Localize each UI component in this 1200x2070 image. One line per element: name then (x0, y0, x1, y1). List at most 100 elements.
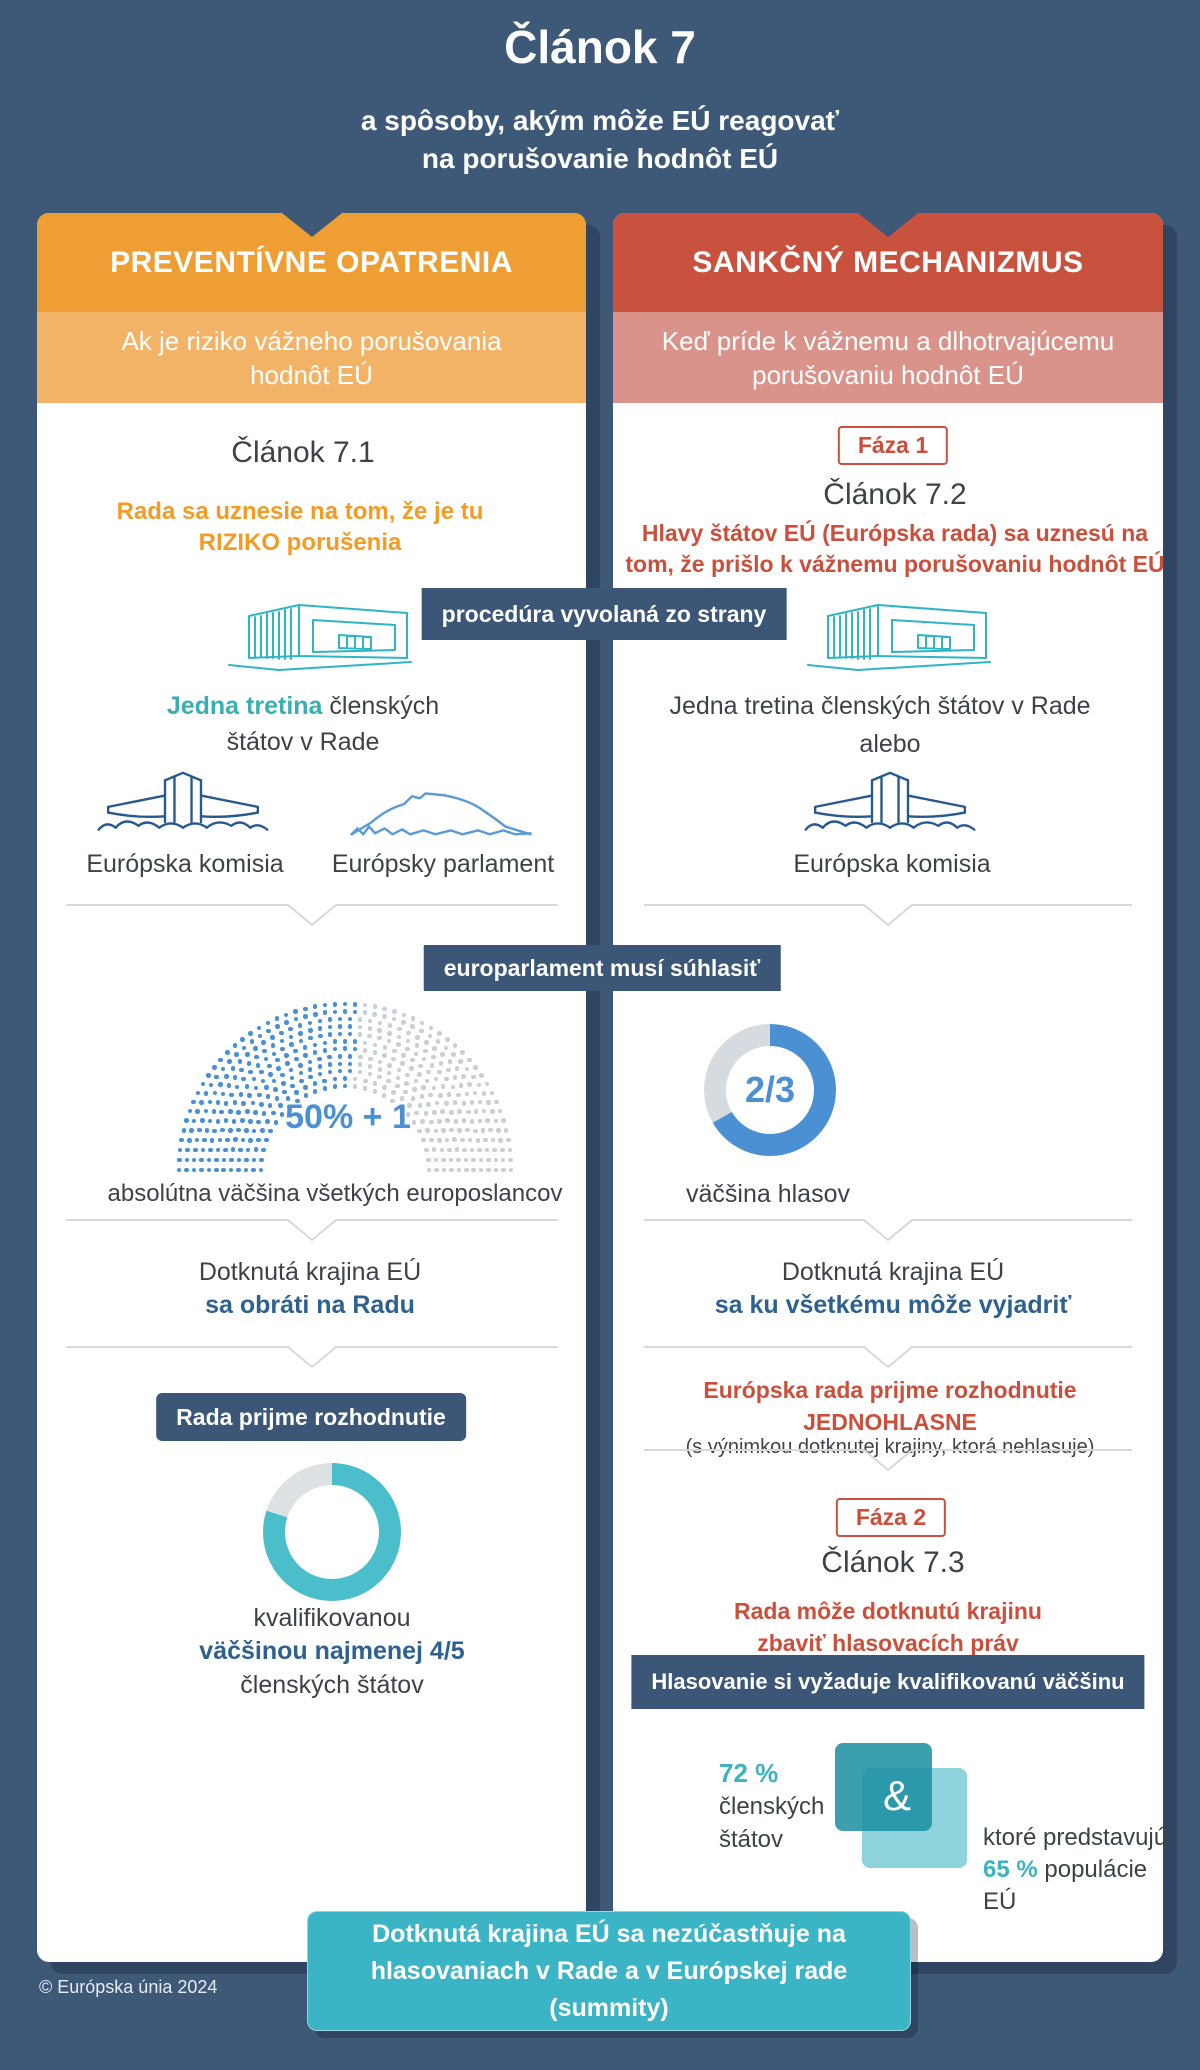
hemicycle-dot (231, 1119, 237, 1124)
hemicycle-dot (225, 1050, 230, 1055)
hemicycle-dot (187, 1108, 193, 1114)
hemicycle-dot (221, 1167, 226, 1173)
sanction-header: SANKČNÝ MECHANIZMUS (613, 213, 1163, 312)
one-third-rest: členských (322, 692, 440, 720)
states-percentage: 72 % (719, 1758, 779, 1788)
page-subtitle-line1: a spôsoby, akým môže EÚ reagovať (360, 105, 840, 136)
hemicycle-dot (250, 1100, 256, 1106)
hemicycle-dot (494, 1099, 499, 1105)
hemicycle-dot (392, 1009, 397, 1014)
hemicycle-dot (206, 1167, 212, 1173)
hemicycle-dot (267, 1063, 272, 1069)
hemicycle-dot (256, 1137, 261, 1143)
hemicycle-dot (452, 1075, 458, 1080)
hemicycle-dot (490, 1137, 496, 1143)
hemicycle-dot (352, 1009, 358, 1015)
hemicycle-dot (397, 1026, 402, 1032)
hemicycle-dot (259, 1069, 264, 1075)
hemicycle-dot (440, 1084, 446, 1089)
hemicycle-dot (342, 1076, 348, 1081)
hemicycle-dot (241, 1045, 247, 1051)
hemicycle-dot (241, 1076, 246, 1082)
hemicycle-dot (412, 1087, 417, 1092)
hemicycle-dot (473, 1128, 478, 1134)
article-7-3: Článok 7.3 (821, 1546, 965, 1579)
hemicycle-dot (179, 1137, 184, 1143)
hemicycle-dot (280, 1072, 285, 1078)
hemicycle-dot (284, 1053, 289, 1058)
hemicycle-dot (452, 1100, 457, 1105)
one-third-highlight: Jedna tretina (166, 692, 323, 720)
left-country-line1: Dotknutá krajina EÚ (198, 1258, 422, 1286)
hemicycle-dot (276, 1066, 281, 1071)
hemicycle-dot (362, 1048, 368, 1053)
hemicycle-dot (248, 1069, 253, 1075)
hemicycle-dot (461, 1074, 466, 1079)
hemicycle-dot (453, 1119, 459, 1124)
divider-chevron (644, 1219, 1132, 1242)
hemicycle-dot (332, 1002, 338, 1007)
hemicycle-dot (426, 1157, 431, 1163)
hemicycle-dot (268, 1128, 273, 1134)
hemicycle-dot (381, 1093, 387, 1098)
hemicycle-dot (446, 1092, 452, 1097)
hemicycle-dot (191, 1118, 197, 1124)
hemicycle-dot (405, 1046, 410, 1052)
hemicycle-dot (221, 1157, 227, 1163)
hemicycle-dot (271, 1078, 277, 1084)
hemicycle-dot (386, 1038, 392, 1044)
hemicycle-dot (293, 1009, 298, 1014)
hemicycle-dot (377, 1028, 382, 1033)
hemicycle-dot (322, 1040, 328, 1046)
hemicycle-chart (176, 998, 514, 1173)
hemicycle-dot (423, 1111, 429, 1116)
hemicycle-dot (322, 1002, 328, 1008)
unanimous-line1: Európska rada prijme rozhodnutie (703, 1377, 1077, 1403)
hemicycle-dot (446, 1067, 451, 1073)
hemicycle-dot (434, 1100, 440, 1106)
hemicycle-dot (214, 1074, 219, 1080)
left-commission-label: Európska komisia (86, 850, 284, 878)
hemicycle-dot (357, 1069, 363, 1075)
hemicycle-dot (473, 1065, 478, 1070)
article-7-2: Článok 7.2 (823, 478, 967, 511)
hemicycle-dot (312, 1050, 318, 1055)
hemicycle-dot (327, 1017, 333, 1022)
hemicycle-dot (279, 1112, 285, 1117)
hemicycle-dot (382, 1085, 387, 1090)
hemicycle-dot (225, 1137, 230, 1143)
hemicycle-dot (401, 1020, 406, 1025)
hemicycle-dot (357, 1062, 363, 1067)
hemicycle-dot (256, 1025, 262, 1031)
hemicycle-dot (398, 1104, 403, 1110)
footer-note-line2: hlasovaniach v Rade a v Európskej rade (370, 1956, 848, 1985)
hemicycle-dot (465, 1127, 470, 1133)
hemicycle-dot (440, 1109, 445, 1114)
deprive-line1: Rada môže dotknutú krajinu (734, 1598, 1042, 1624)
hemicycle-dot (471, 1074, 476, 1080)
hemicycle-dot (454, 1147, 460, 1152)
hemicycle-dot (386, 1070, 392, 1076)
hemicycle-dot (223, 1118, 229, 1123)
divider-chevron (66, 1346, 558, 1369)
hemicycle-dot (193, 1147, 198, 1153)
hemicycle-dot (238, 1147, 243, 1153)
hemicycle-dot (215, 1119, 221, 1124)
hemicycle-dot (472, 1090, 478, 1096)
hemicycle-dot (322, 1048, 328, 1053)
hemicycle-dot (466, 1109, 471, 1115)
hemicycle-dot (195, 1090, 201, 1096)
hemicycle-dot (275, 1024, 280, 1029)
donut-hole (285, 1485, 379, 1579)
hemicycle-dot (357, 1017, 363, 1022)
condition-line: hodnôt EÚ (250, 359, 373, 390)
donut-hole (726, 1046, 814, 1134)
hemicycle-dot (407, 1103, 412, 1108)
hemicycle-dot (452, 1043, 458, 1048)
hemicycle-dot (410, 1096, 416, 1101)
hemicycle-dot (195, 1109, 200, 1114)
hemicycle-dot (431, 1085, 437, 1091)
hemicycle-dot (303, 1053, 308, 1058)
hemicycle-dot (390, 1098, 395, 1104)
hemicycle-dot (191, 1099, 196, 1105)
